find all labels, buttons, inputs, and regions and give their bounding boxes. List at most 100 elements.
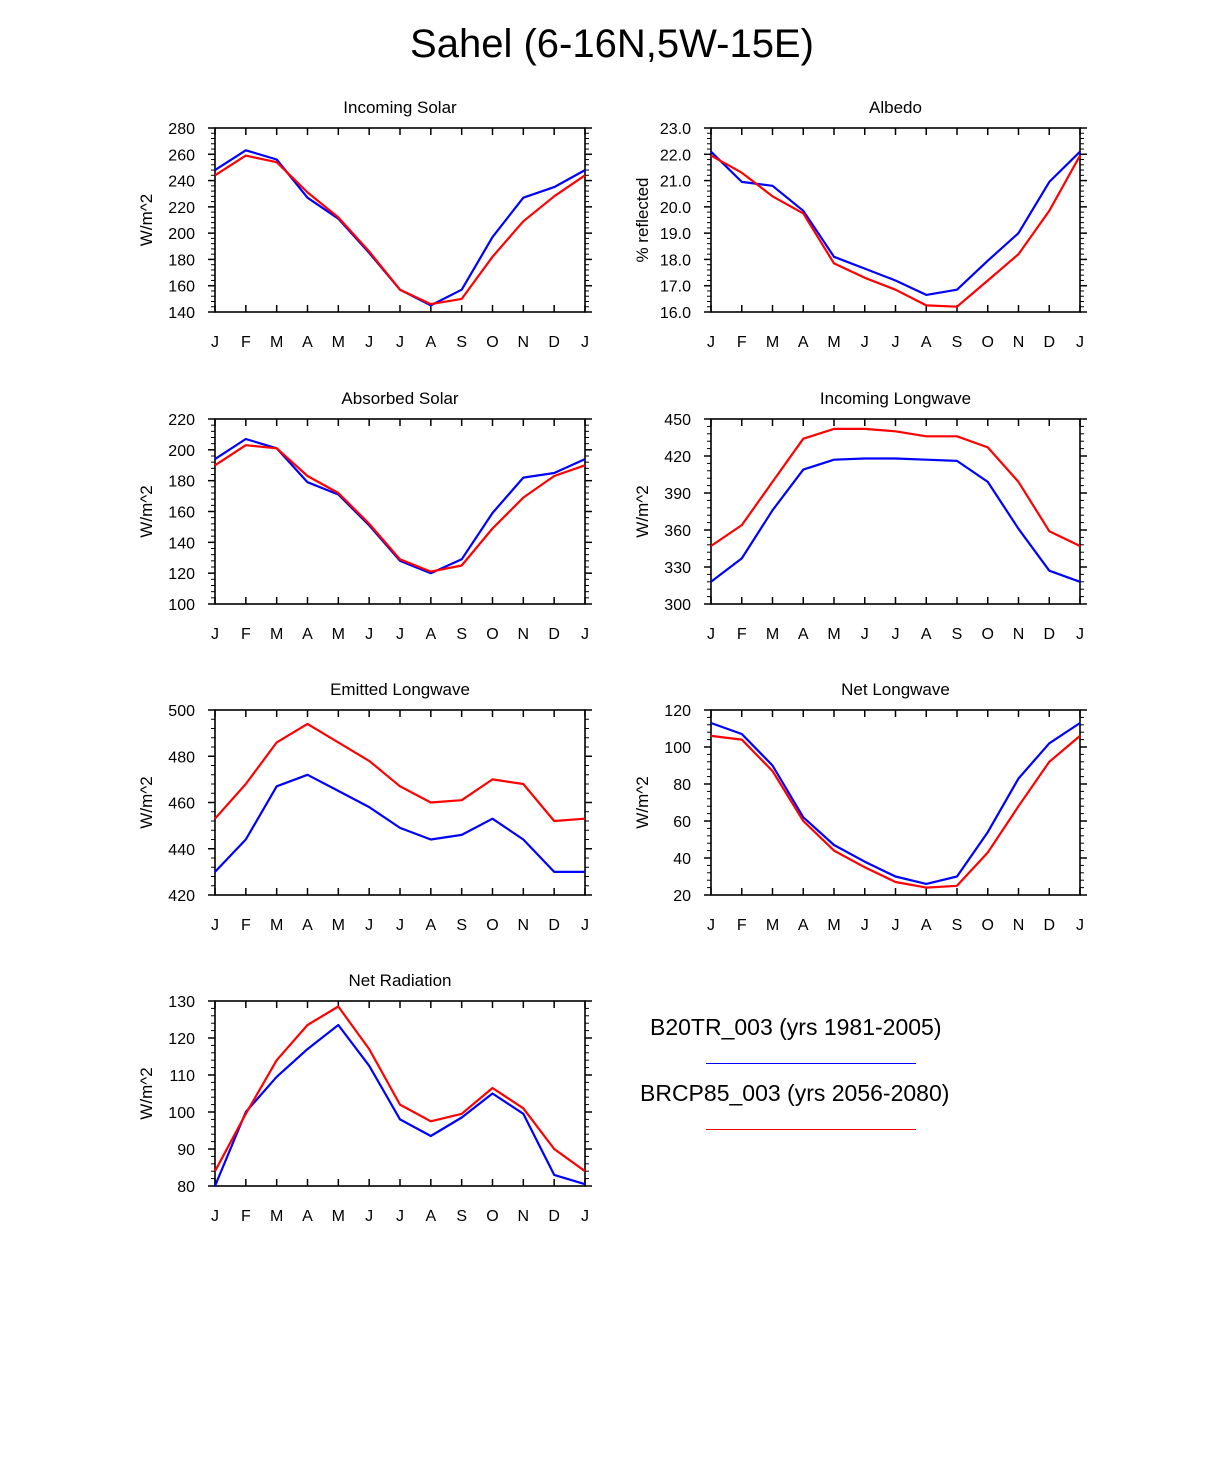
x-tick-label: A [921,334,932,351]
plot-frame [710,709,1081,896]
chart-panel-1: Albedo % reflected J F M A M J J A S O N D J 16.0 17.0 18… [633,98,1087,351]
x-tick-label: J [365,334,373,351]
x-tick-label: A [302,626,313,643]
y-tick-label: 220 [168,200,195,217]
x-tick-label: N [1013,917,1025,934]
x-tick-label: O [486,1208,498,1225]
x-tick-label: S [952,334,963,351]
x-tick-label: O [486,917,498,934]
y-tick-label: 440 [168,842,195,859]
y-tick-label: 100 [664,740,691,757]
y-tick-label: 420 [664,449,691,466]
x-tick-label: F [241,1208,251,1225]
y-tick-label: 390 [664,486,691,503]
x-tick-label: J [1076,917,1084,934]
y-axis-label: W/m^2 [633,776,652,828]
y-tick-label: 460 [168,796,195,813]
x-tick-label: M [827,917,840,934]
y-tick-label: 40 [673,851,691,868]
y-tick-label: 90 [177,1142,195,1159]
x-tick-label: J [892,334,900,351]
y-tick-label: 450 [664,412,691,429]
y-tick-label: 220 [168,412,195,429]
y-tick-label: 500 [168,703,195,720]
y-tick-label: 120 [168,1031,195,1048]
x-tick-label: F [241,626,251,643]
x-tick-label: M [766,917,779,934]
series-line-1 [710,150,1081,296]
y-tick-label: 80 [673,777,691,794]
x-tick-label: A [302,334,313,351]
y-tick-label: 280 [168,121,195,138]
x-tick-label: J [861,334,869,351]
series-line-1 [710,721,1081,886]
chart-panel-4: Emitted Longwave W/m^2 J F M A M J J A S O N D J 420 440… [137,680,592,934]
panel-title: Albedo [869,98,922,117]
x-tick-label: S [456,1208,467,1225]
y-axis-label: W/m^2 [137,485,156,537]
x-tick-label: O [982,334,994,351]
x-tick-label: J [581,334,589,351]
y-tick-label: 140 [168,305,195,322]
x-tick-label: D [1043,334,1055,351]
figure-title: Sahel (6-16N,5W-15E) [410,22,814,66]
series-line-2 [214,1005,586,1173]
panel-title: Absorbed Solar [341,389,459,408]
y-tick-label: 480 [168,749,195,766]
x-tick-label: D [548,626,560,643]
x-tick-label: J [365,917,373,934]
y-tick-label: 200 [168,443,195,460]
y-tick-label: 180 [168,474,195,491]
y-tick-label: 240 [168,174,195,191]
x-tick-label: F [241,917,251,934]
y-tick-label: 80 [177,1179,195,1196]
panel-title: Net Radiation [348,971,451,990]
x-tick-label: A [425,626,436,643]
y-axis-label: W/m^2 [137,776,156,828]
x-tick-label: M [332,917,345,934]
x-tick-label: J [861,917,869,934]
x-tick-label: J [396,626,404,643]
series-line-2 [214,722,586,823]
y-tick-label: 100 [168,597,195,614]
series-line-2 [710,734,1081,889]
x-tick-label: F [737,334,747,351]
x-tick-label: O [486,334,498,351]
x-tick-label: N [1013,626,1025,643]
x-tick-label: A [798,917,809,934]
series-line-2 [710,427,1081,547]
chart-panel-0: Incoming Solar W/m^2 J F M A M J J A S O N D J 140 160 18… [137,98,592,351]
y-tick-label: 360 [664,523,691,540]
y-tick-label: 22.0 [660,147,691,164]
x-tick-label: J [365,1208,373,1225]
series-line-2 [214,154,586,306]
y-tick-label: 60 [673,814,691,831]
y-tick-label: 18.0 [660,252,691,269]
x-tick-label: J [892,917,900,934]
y-tick-label: 120 [664,703,691,720]
y-tick-label: 200 [168,226,195,243]
x-tick-label: S [456,334,467,351]
x-tick-label: M [270,626,283,643]
y-tick-label: 160 [168,279,195,296]
x-tick-label: A [798,626,809,643]
x-tick-label: O [982,626,994,643]
y-tick-label: 120 [168,566,195,583]
x-tick-label: D [548,334,560,351]
y-axis-label: % reflected [633,177,652,262]
x-tick-label: N [518,626,530,643]
y-tick-label: 23.0 [660,121,691,138]
series-line-1 [214,773,585,874]
x-tick-label: S [456,917,467,934]
x-tick-label: J [396,334,404,351]
x-tick-label: N [1013,334,1025,351]
x-tick-label: M [332,626,345,643]
x-tick-label: O [486,626,498,643]
x-tick-label: M [270,334,283,351]
x-tick-label: J [707,917,715,934]
y-axis-label: W/m^2 [137,194,156,246]
x-tick-label: J [211,1208,219,1225]
x-tick-label: N [518,1208,530,1225]
y-tick-label: 140 [168,535,195,552]
